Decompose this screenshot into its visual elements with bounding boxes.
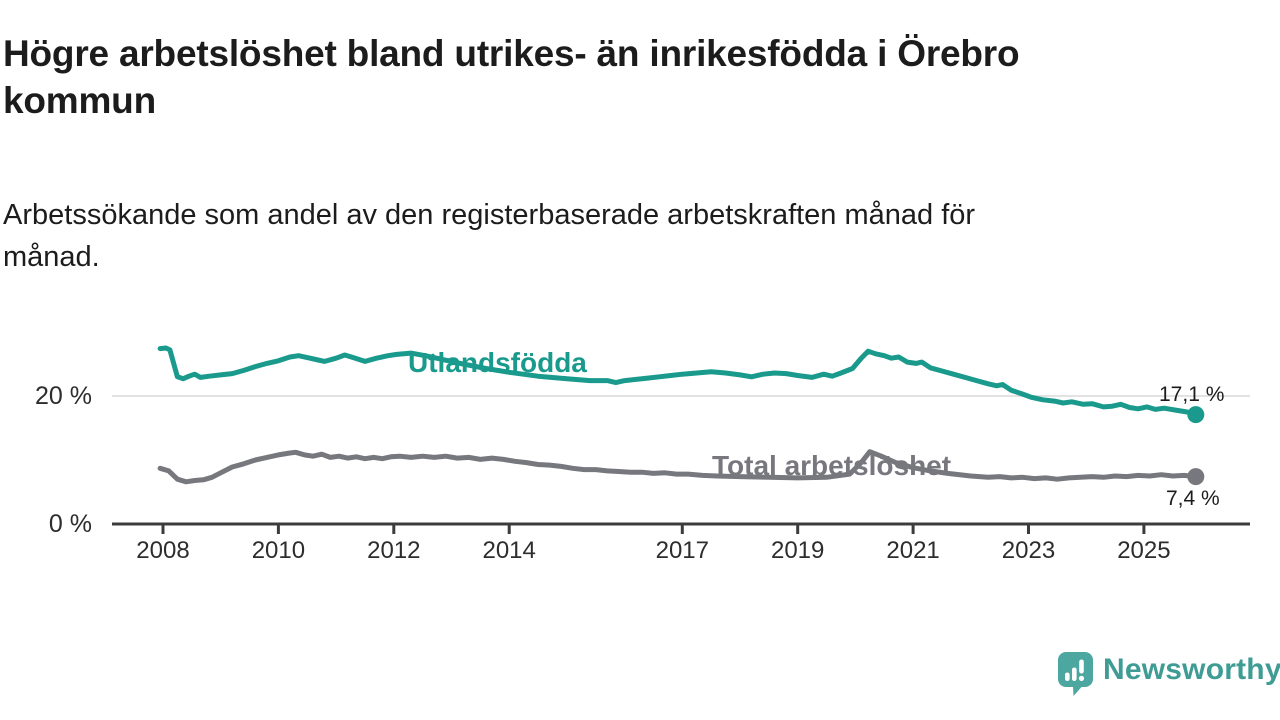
- y-axis-label-0: 0 %: [48, 510, 92, 538]
- y-axis-label-20: 20 %: [35, 382, 92, 410]
- series-label-total-arbetsloshet: Total arbetslöshet: [712, 450, 952, 481]
- newsworthy-logo: Newsworthy: [1057, 650, 1280, 696]
- x-axis-ticks: [161, 524, 1146, 534]
- series-endpoint-total-arbetsloshet: [1187, 468, 1205, 486]
- x-axis-label-2017: 2017: [655, 537, 709, 564]
- x-axis-label-2021: 2021: [886, 537, 940, 564]
- series-endpoint-utlandsfodda: [1187, 406, 1205, 424]
- chart-title: Högre arbetslöshet bland utrikes- än inr…: [3, 33, 1020, 121]
- series-label-utlandsfodda: Utlandsfödda: [408, 347, 587, 378]
- x-axis-label-2023: 2023: [1001, 537, 1056, 564]
- series-line-utlandsfodda: [157, 345, 1199, 418]
- x-axis-label-2019: 2019: [770, 537, 825, 564]
- x-axis-label-2010: 2010: [251, 537, 306, 564]
- end-value-label-utlandsfodda: 17,1 %: [1159, 383, 1225, 406]
- x-axis-label-2012: 2012: [367, 537, 421, 564]
- series-line-total-arbetsloshet: [157, 449, 1199, 485]
- chart-subtitle: Arbetssökande som andel av den registerb…: [3, 199, 976, 273]
- end-value-label-total-arbetsloshet: 7,4 %: [1166, 487, 1220, 510]
- newsworthy-logo-icon: [1058, 651, 1093, 696]
- newsworthy-logo-text: Newsworthy: [1103, 653, 1280, 686]
- x-axis-label-2008: 2008: [136, 537, 190, 564]
- x-axis-label-2025: 2025: [1117, 537, 1171, 564]
- x-axis-label-2014: 2014: [482, 537, 536, 564]
